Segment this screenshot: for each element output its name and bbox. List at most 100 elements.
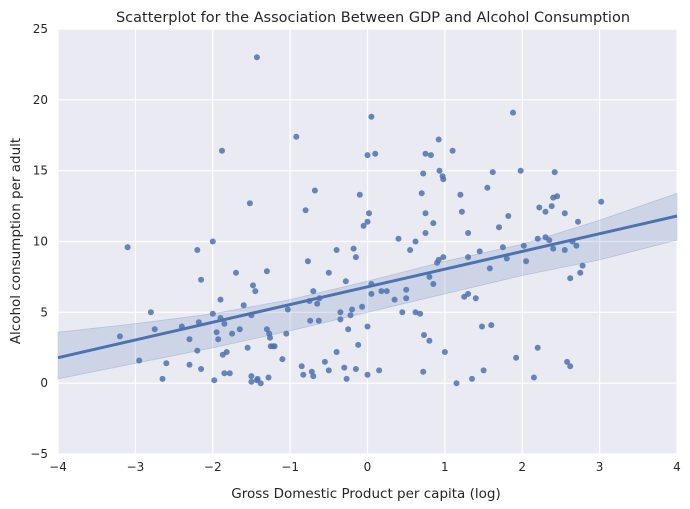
data-point [226,370,233,377]
data-point [426,273,433,280]
data-point [337,309,344,316]
data-point [350,245,357,252]
data-point [248,373,255,380]
data-point [293,133,300,140]
data-point [248,378,255,385]
data-point [422,150,429,157]
data-point [366,210,372,217]
data-point [337,316,344,323]
data-point [364,371,371,378]
x-tick-label: 1 [441,460,449,474]
x-tick-label: −4 [49,460,67,474]
data-point [436,167,443,174]
data-point [211,377,218,384]
data-point [520,242,527,249]
data-point [480,367,487,374]
grid-lines [57,28,678,455]
data-point [352,254,359,261]
data-point [221,320,228,327]
data-point [598,198,605,205]
data-point [420,170,427,177]
data-point [496,224,502,231]
data-point [575,218,581,225]
data-point [355,341,362,348]
data-point [383,288,390,295]
data-point [283,330,290,337]
data-point [364,218,371,225]
data-point [194,347,201,354]
data-point [420,368,427,375]
data-point [561,210,568,217]
data-point [567,363,574,370]
data-point [279,356,286,363]
data-point [271,343,278,350]
data-point [159,375,166,382]
data-point [465,254,472,261]
x-tick-label: 0 [364,460,372,474]
data-point [534,235,541,242]
x-tick-label: 4 [673,460,681,474]
data-point [484,184,491,191]
data-point [314,300,321,307]
data-point [236,326,243,333]
data-point [458,208,465,215]
data-point [198,276,205,283]
data-point [457,191,464,198]
data-point [345,326,352,333]
data-point [198,366,205,372]
x-tick-label: 3 [596,460,604,474]
data-point [567,275,574,282]
data-point [407,247,414,253]
data-point [530,374,537,381]
data-point [213,329,220,336]
data-point [333,349,340,355]
data-point [223,349,230,355]
data-point [441,349,448,355]
data-point [430,220,437,227]
data-point [403,295,410,302]
data-point [427,152,434,159]
data-point [372,150,379,157]
data-point [418,190,425,197]
data-point [534,344,541,351]
data-point [440,176,447,183]
regression-line [57,214,678,360]
data-point [422,210,429,217]
data-point [356,191,363,198]
data-point [250,282,256,289]
y-tick-label: 5 [40,305,48,319]
data-point [542,208,549,215]
data-point [186,361,193,368]
x-tick-label: 2 [518,460,526,474]
data-point [209,310,216,317]
data-point [488,322,495,329]
data-point [341,364,348,371]
data-point [360,222,367,229]
tick-labels: −4 −3 −2 −1 0 1 2 3 4 −5 0 5 10 15 20 25 [30,22,681,474]
data-point [124,244,131,251]
data-point [310,288,317,295]
y-tick-label: 15 [33,164,48,178]
data-point [229,330,236,337]
data-point [426,337,433,344]
data-point [564,358,571,365]
chart-title: Scatterplot for the Association Between … [116,10,630,26]
data-point [233,269,239,276]
data-point [221,370,228,377]
data-point [548,203,555,210]
y-tick-label: 10 [33,235,48,249]
data-point [523,258,530,265]
data-point [347,312,354,319]
data-point [412,309,419,316]
data-point [368,113,375,120]
data-point [253,54,260,61]
data-point [307,317,314,324]
data-point [561,247,568,253]
data-point [503,255,510,262]
data-point [513,354,520,361]
data-point [472,295,479,302]
data-point [395,235,402,242]
data-point [465,290,472,297]
data-point [257,380,264,387]
